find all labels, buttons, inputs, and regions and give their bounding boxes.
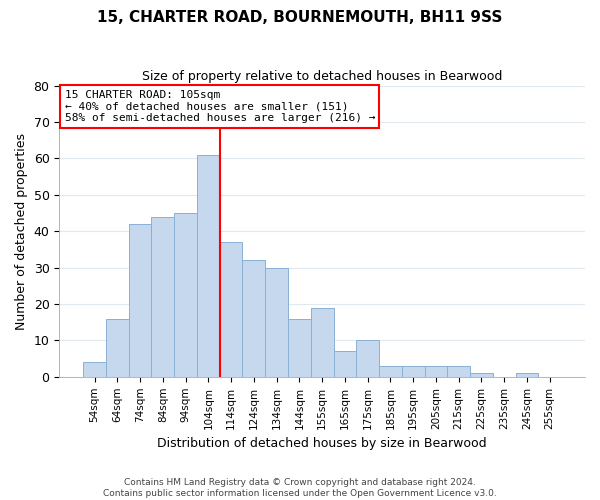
Bar <box>402 366 425 377</box>
Bar <box>174 213 197 377</box>
Bar <box>220 242 242 377</box>
Text: 15 CHARTER ROAD: 105sqm
← 40% of detached houses are smaller (151)
58% of semi-d: 15 CHARTER ROAD: 105sqm ← 40% of detache… <box>65 90 375 123</box>
Bar <box>83 362 106 377</box>
Bar <box>288 318 311 377</box>
Title: Size of property relative to detached houses in Bearwood: Size of property relative to detached ho… <box>142 70 502 83</box>
Bar <box>448 366 470 377</box>
Bar <box>128 224 151 377</box>
Bar <box>515 373 538 377</box>
Bar <box>470 373 493 377</box>
Text: Contains HM Land Registry data © Crown copyright and database right 2024.
Contai: Contains HM Land Registry data © Crown c… <box>103 478 497 498</box>
Text: 15, CHARTER ROAD, BOURNEMOUTH, BH11 9SS: 15, CHARTER ROAD, BOURNEMOUTH, BH11 9SS <box>97 10 503 25</box>
Bar <box>379 366 402 377</box>
Bar <box>334 352 356 377</box>
Bar <box>425 366 448 377</box>
Bar <box>311 308 334 377</box>
Bar <box>151 216 174 377</box>
Bar <box>197 154 220 377</box>
Bar <box>242 260 265 377</box>
Y-axis label: Number of detached properties: Number of detached properties <box>15 132 28 330</box>
Bar <box>265 268 288 377</box>
X-axis label: Distribution of detached houses by size in Bearwood: Distribution of detached houses by size … <box>157 437 487 450</box>
Bar <box>356 340 379 377</box>
Bar <box>106 318 128 377</box>
